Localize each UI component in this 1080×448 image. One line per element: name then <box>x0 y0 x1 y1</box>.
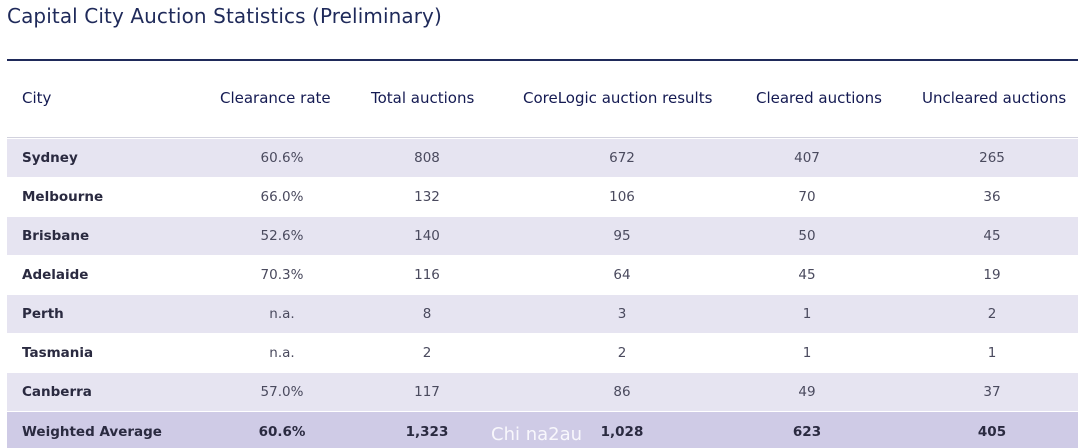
corelogic-results-cell: 86 <box>613 384 631 400</box>
table-row: Perth n.a. 8 3 1 2 <box>7 295 1078 334</box>
column-header-clearance-rate: Clearance rate <box>220 89 331 107</box>
cleared-auctions-cell: 407 <box>794 150 820 166</box>
uncleared-auctions-cell: 1 <box>987 345 997 361</box>
table-row: Melbourne 66.0% 132 106 70 36 <box>7 178 1078 217</box>
city-cell: Melbourne <box>22 189 104 205</box>
column-header-total-auctions: Total auctions <box>371 89 475 107</box>
clearance-rate-cell: 52.6% <box>260 228 304 244</box>
total-auctions-cell: 140 <box>414 228 440 244</box>
corelogic-results-cell: 3 <box>617 306 627 322</box>
corelogic-results-cell: 106 <box>609 189 635 205</box>
total-auctions-cell: 1,323 <box>405 424 449 440</box>
corelogic-results-cell: 2 <box>617 345 627 361</box>
column-header-corelogic-results: CoreLogic auction results <box>523 89 713 107</box>
uncleared-auctions-cell: 265 <box>979 150 1005 166</box>
cleared-auctions-cell: 49 <box>798 384 816 400</box>
clearance-rate-cell: n.a. <box>269 345 295 361</box>
table-row: Tasmania n.a. 2 2 1 1 <box>7 334 1078 373</box>
city-cell: Sydney <box>22 150 78 166</box>
table-row: Sydney 60.6% 808 672 407 265 <box>7 139 1078 178</box>
cleared-auctions-cell: 623 <box>792 424 822 440</box>
corelogic-results-cell: 95 <box>613 228 631 244</box>
clearance-rate-cell: 60.6% <box>258 424 306 440</box>
column-header-city: City <box>22 89 52 107</box>
city-cell: Weighted Average <box>22 424 162 440</box>
table-row: Adelaide 70.3% 116 64 45 19 <box>7 256 1078 295</box>
column-header-cleared-auctions: Cleared auctions <box>756 89 882 107</box>
uncleared-auctions-cell: 2 <box>987 306 997 322</box>
weighted-average-row: Weighted Average 60.6% 1,323 1,028 623 4… <box>7 412 1078 448</box>
clearance-rate-cell: n.a. <box>269 306 295 322</box>
cleared-auctions-cell: 1 <box>802 345 812 361</box>
city-cell: Canberra <box>22 384 92 400</box>
cleared-auctions-cell: 1 <box>802 306 812 322</box>
total-auctions-cell: 2 <box>422 345 432 361</box>
clearance-rate-cell: 60.6% <box>260 150 304 166</box>
city-cell: Adelaide <box>22 267 89 283</box>
clearance-rate-cell: 70.3% <box>260 267 304 283</box>
city-cell: Perth <box>22 306 64 322</box>
total-auctions-cell: 132 <box>414 189 440 205</box>
uncleared-auctions-cell: 36 <box>983 189 1001 205</box>
uncleared-auctions-cell: 19 <box>983 267 1001 283</box>
clearance-rate-cell: 66.0% <box>260 189 304 205</box>
table-row: Brisbane 52.6% 140 95 50 45 <box>7 217 1078 256</box>
city-cell: Brisbane <box>22 228 90 244</box>
total-auctions-cell: 117 <box>414 384 440 400</box>
total-auctions-cell: 808 <box>414 150 440 166</box>
cleared-auctions-cell: 70 <box>798 189 816 205</box>
page-title: Capital City Auction Statistics (Prelimi… <box>7 4 442 28</box>
city-cell: Tasmania <box>22 345 94 361</box>
clearance-rate-cell: 57.0% <box>260 384 304 400</box>
corelogic-results-cell: 64 <box>613 267 631 283</box>
uncleared-auctions-cell: 37 <box>983 384 1001 400</box>
column-header-uncleared-auctions: Uncleared auctions <box>922 89 1067 107</box>
uncleared-auctions-cell: 405 <box>977 424 1007 440</box>
watermark-text: Chi na2au <box>491 424 583 445</box>
table-header: City Clearance rate Total auctions CoreL… <box>7 61 1078 138</box>
cleared-auctions-cell: 45 <box>798 267 816 283</box>
cleared-auctions-cell: 50 <box>798 228 816 244</box>
total-auctions-cell: 8 <box>422 306 432 322</box>
total-auctions-cell: 116 <box>414 267 440 283</box>
uncleared-auctions-cell: 45 <box>983 228 1001 244</box>
title-divider <box>7 59 1078 61</box>
corelogic-results-cell: 1,028 <box>600 424 644 440</box>
corelogic-results-cell: 672 <box>609 150 635 166</box>
table-row: Canberra 57.0% 117 86 49 37 <box>7 373 1078 412</box>
table-body: Sydney 60.6% 808 672 407 265 Melbourne 6… <box>7 139 1078 448</box>
